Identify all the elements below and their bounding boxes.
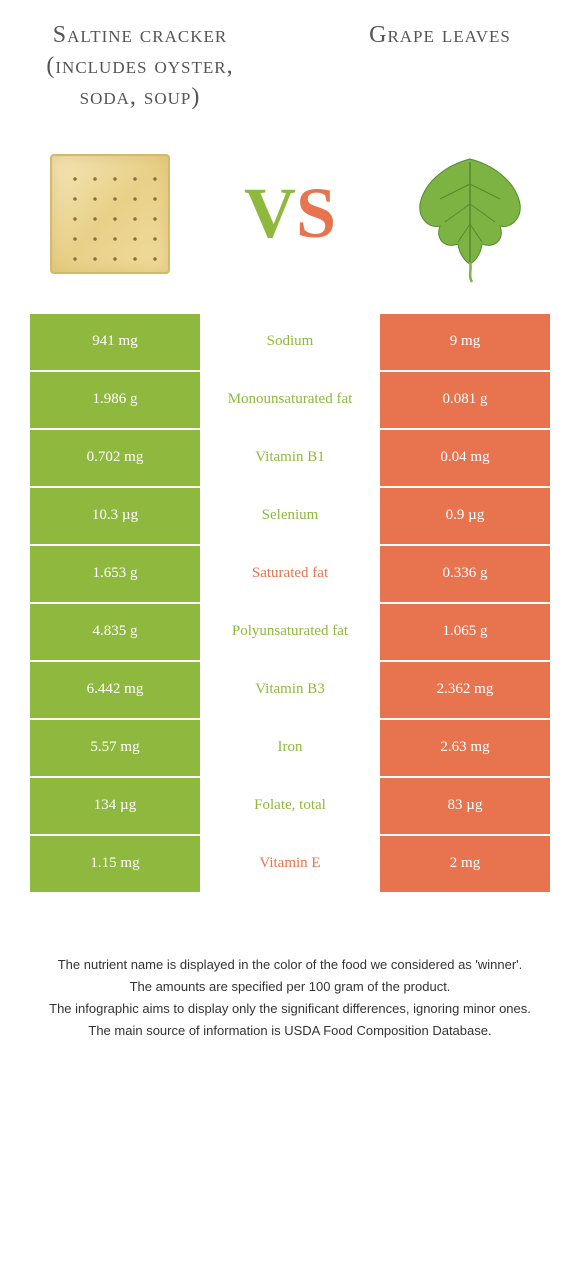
right-value: 2 mg (380, 836, 550, 892)
left-value: 941 mg (30, 314, 200, 370)
footer-line: The amounts are specified per 100 gram o… (30, 976, 550, 998)
right-value: 0.336 g (380, 546, 550, 602)
right-value: 1.065 g (380, 604, 550, 660)
food-title-left: Saltine cracker (includes oyster, soda, … (40, 20, 240, 114)
left-value: 134 µg (30, 778, 200, 834)
nutrient-label: Vitamin B3 (200, 662, 380, 718)
footer-notes: The nutrient name is displayed in the co… (0, 894, 580, 1062)
table-row: 0.702 mgVitamin B10.04 mg (30, 430, 550, 486)
nutrient-label: Polyunsaturated fat (200, 604, 380, 660)
left-value: 6.442 mg (30, 662, 200, 718)
food-image-left (40, 144, 180, 284)
right-value: 0.04 mg (380, 430, 550, 486)
table-row: 1.15 mgVitamin E2 mg (30, 836, 550, 892)
right-value: 83 µg (380, 778, 550, 834)
right-value: 9 mg (380, 314, 550, 370)
left-value: 10.3 µg (30, 488, 200, 544)
table-row: 134 µgFolate, total83 µg (30, 778, 550, 834)
left-value: 1.15 mg (30, 836, 200, 892)
comparison-table: 941 mgSodium9 mg1.986 gMonounsaturated f… (0, 314, 580, 892)
table-row: 1.986 gMonounsaturated fat0.081 g (30, 372, 550, 428)
left-value: 4.835 g (30, 604, 200, 660)
table-row: 4.835 gPolyunsaturated fat1.065 g (30, 604, 550, 660)
nutrient-label: Vitamin E (200, 836, 380, 892)
nutrient-label: Selenium (200, 488, 380, 544)
footer-line: The main source of information is USDA F… (30, 1020, 550, 1042)
nutrient-label: Vitamin B1 (200, 430, 380, 486)
leaf-icon (400, 144, 540, 284)
nutrient-label: Monounsaturated fat (200, 372, 380, 428)
images-row: VS (0, 124, 580, 314)
left-value: 1.653 g (30, 546, 200, 602)
right-value: 0.081 g (380, 372, 550, 428)
food-image-right (400, 144, 540, 284)
table-row: 10.3 µgSelenium0.9 µg (30, 488, 550, 544)
table-row: 5.57 mgIron2.63 mg (30, 720, 550, 776)
nutrient-label: Folate, total (200, 778, 380, 834)
header: Saltine cracker (includes oyster, soda, … (0, 0, 580, 124)
right-value: 0.9 µg (380, 488, 550, 544)
table-row: 941 mgSodium9 mg (30, 314, 550, 370)
footer-line: The nutrient name is displayed in the co… (30, 954, 550, 976)
food-title-right: Grape leaves (340, 20, 540, 114)
vs-v: V (244, 173, 296, 253)
vs-label: VS (244, 172, 336, 255)
right-value: 2.362 mg (380, 662, 550, 718)
left-value: 5.57 mg (30, 720, 200, 776)
left-value: 1.986 g (30, 372, 200, 428)
left-value: 0.702 mg (30, 430, 200, 486)
table-row: 1.653 gSaturated fat0.336 g (30, 546, 550, 602)
right-value: 2.63 mg (380, 720, 550, 776)
footer-line: The infographic aims to display only the… (30, 998, 550, 1020)
cracker-icon (50, 154, 170, 274)
nutrient-label: Saturated fat (200, 546, 380, 602)
nutrient-label: Iron (200, 720, 380, 776)
nutrient-label: Sodium (200, 314, 380, 370)
table-row: 6.442 mgVitamin B32.362 mg (30, 662, 550, 718)
vs-s: S (296, 173, 336, 253)
